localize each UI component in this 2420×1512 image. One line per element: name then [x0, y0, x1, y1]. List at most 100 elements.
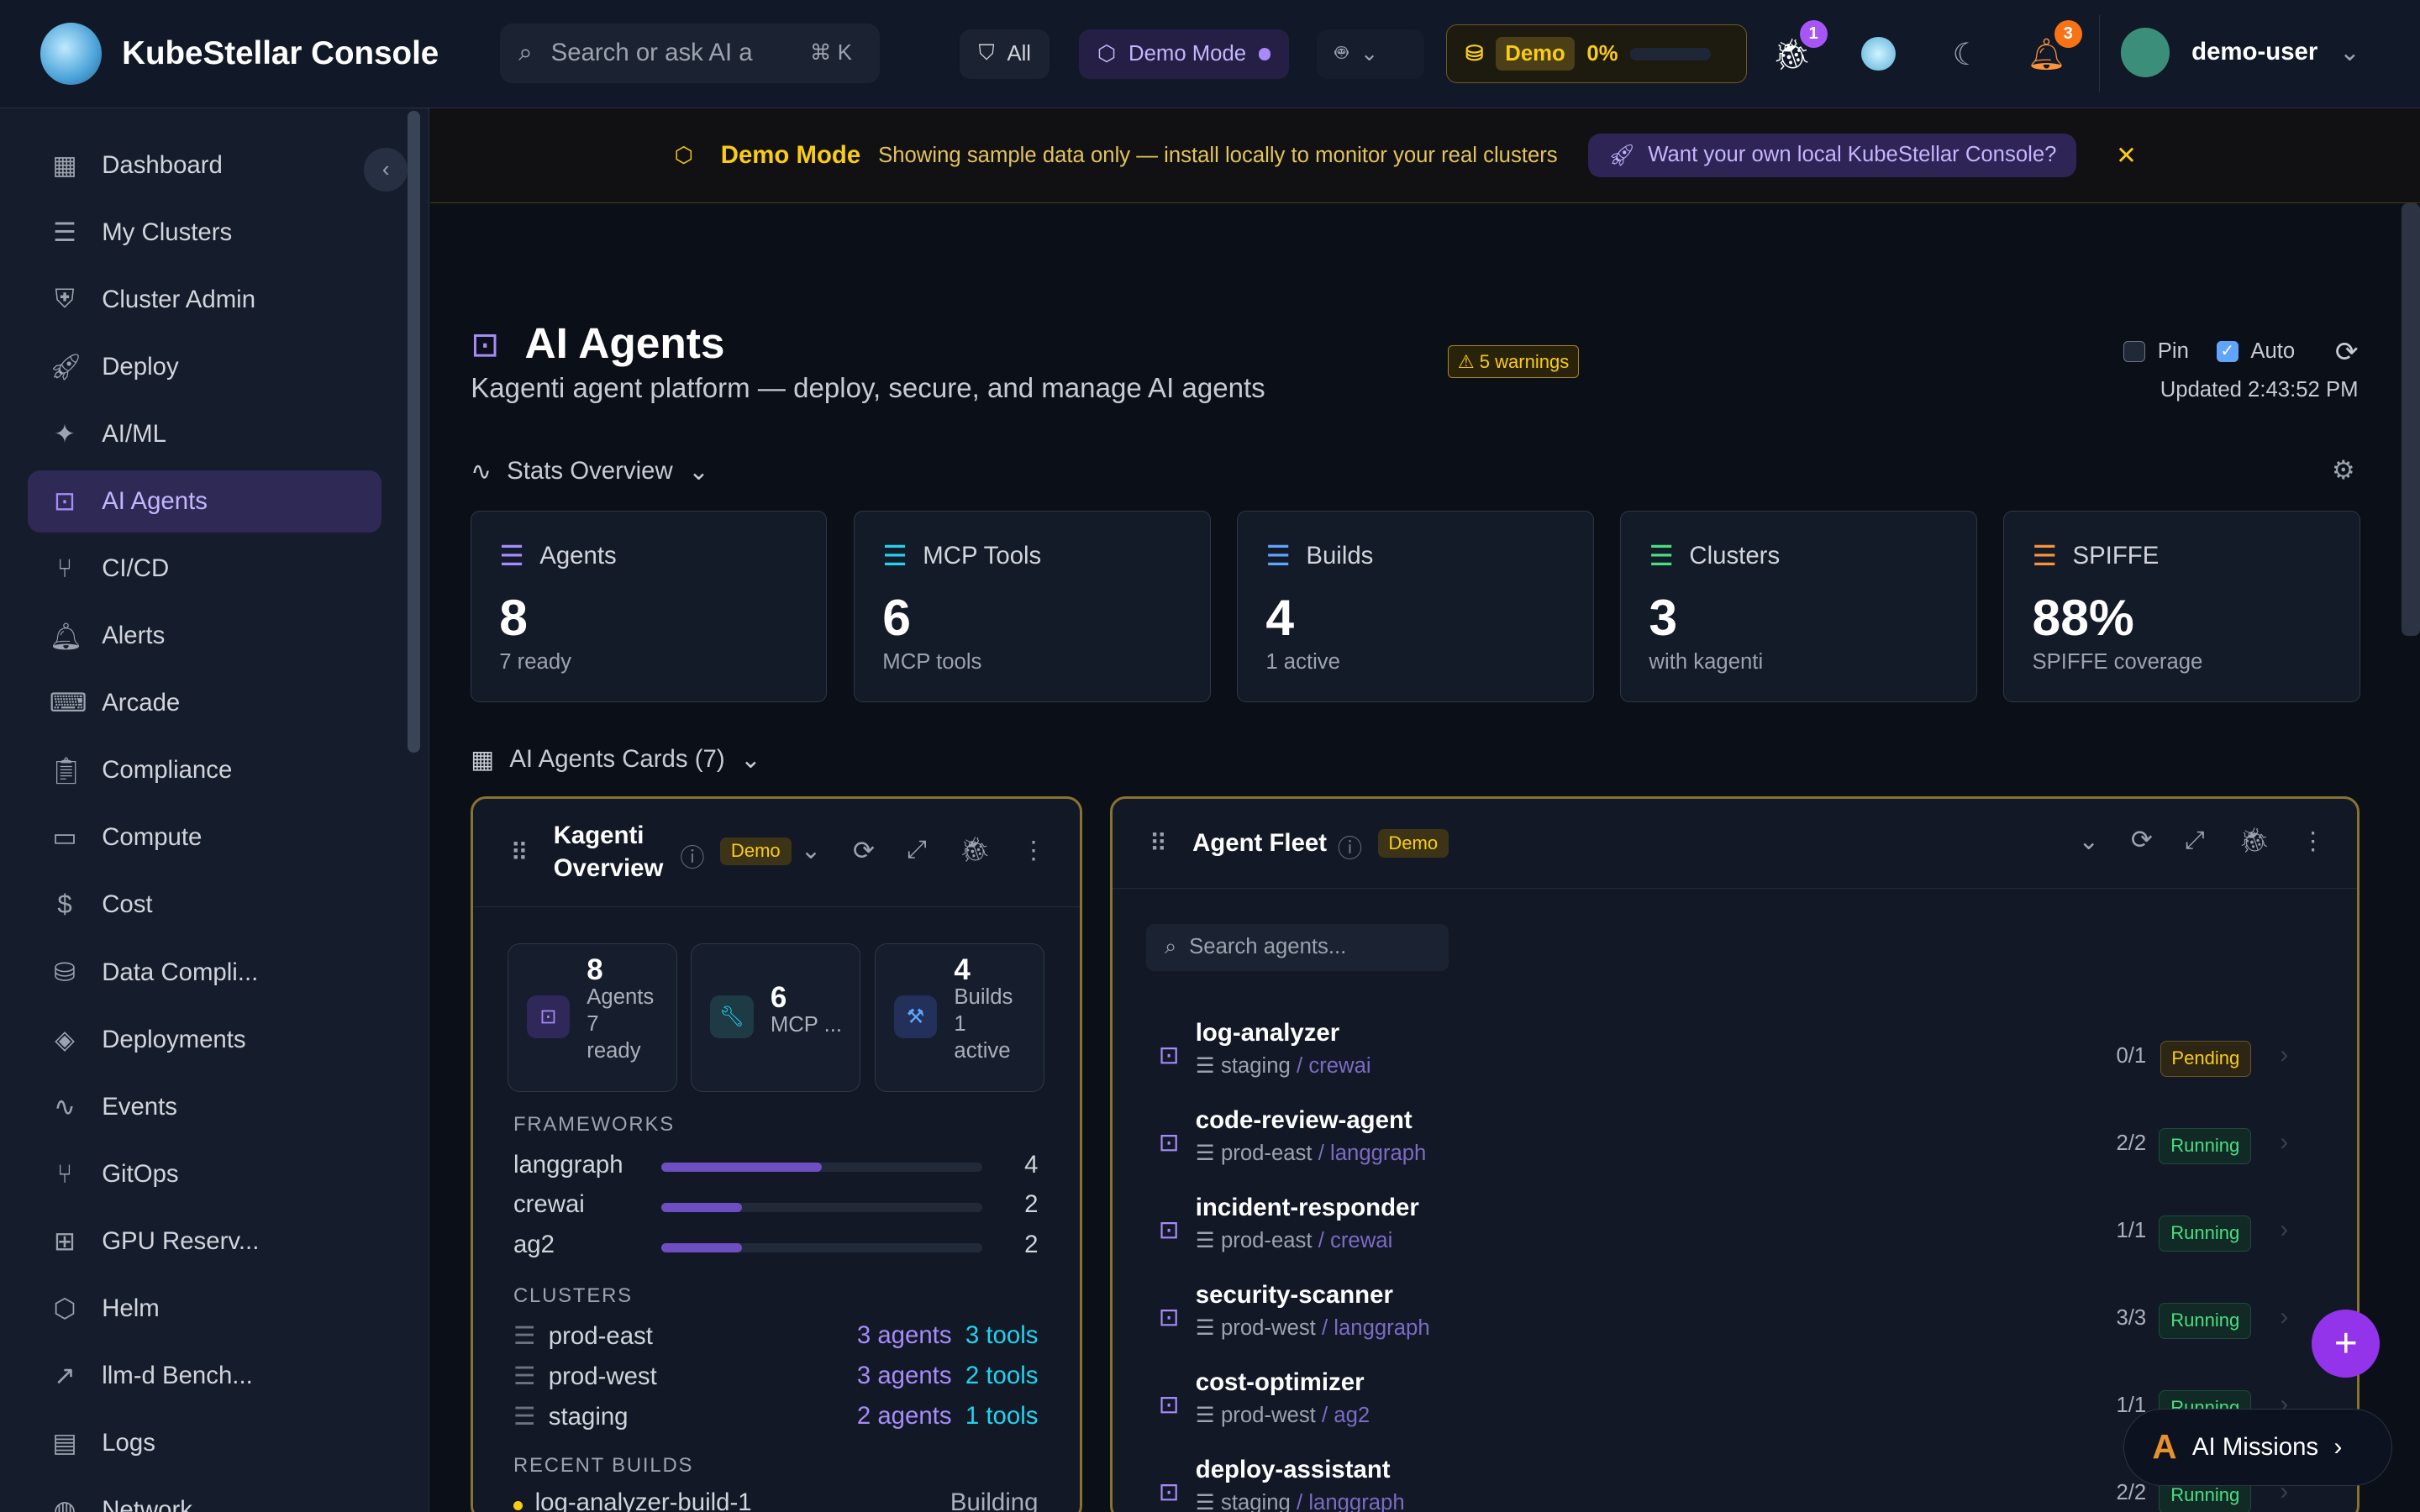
stat-sub: 7 ready — [499, 650, 571, 675]
sidebar-item-gpu-reserv[interactable]: ⊞ GPU Reserv... — [28, 1210, 381, 1272]
server-icon: ☰ — [1195, 1490, 1215, 1512]
stat-card-spiffe[interactable]: ☰ SPIFFE 88% SPIFFE coverage — [2003, 510, 2360, 702]
sidebar-item-deploy[interactable]: 🚀︎ Deploy — [28, 336, 381, 397]
sidebar-item-label: Data Compli... — [102, 958, 259, 986]
refresh-icon[interactable]: ⟳ — [2130, 824, 2153, 854]
sidebar-item-label: Logs — [102, 1429, 155, 1457]
warnings-badge[interactable]: ⚠ 5 warnings — [1447, 345, 1580, 379]
agent-row[interactable]: ⊡ code-review-agent ☰ prod-east / langgrap… — [1158, 1106, 2289, 1165]
bug-icon[interactable]: 🐞︎ — [2238, 826, 2270, 854]
cluster-filter-button[interactable]: ⛉ All — [960, 29, 1050, 79]
bug-report-button[interactable]: 🐞︎ 1 — [1769, 19, 1828, 77]
sidebar-item-label: Compute — [102, 823, 203, 852]
stat-card-clusters[interactable]: ☰ Clusters 3 with kagenti — [1620, 510, 1977, 702]
settings-icon[interactable]: ⚙ — [2331, 454, 2355, 485]
stat-card-agents[interactable]: ☰ Agents 8 7 ready — [471, 510, 828, 702]
sidebar-item-cluster-admin[interactable]: ⛨ Cluster Admin — [28, 269, 381, 330]
sidebar-item-ai-agents[interactable]: ⊡ AI Agents — [28, 470, 381, 533]
stats-overview-toggle[interactable]: ∿ Stats Overview ⌄ — [471, 457, 709, 486]
chevron-down-icon[interactable]: ⌄ — [2078, 827, 2100, 855]
sidebar-item-cost[interactable]: $ Cost — [28, 874, 381, 936]
chevron-down-icon[interactable]: ⌄ — [800, 836, 822, 864]
global-search[interactable]: ⌕ Search or ask AI a ⌘ K — [500, 23, 880, 84]
agent-row[interactable]: ⊡ deploy-assistant ☰ staging / langgraph 2/… — [1146, 1456, 2334, 1512]
pin-checkbox[interactable] — [2123, 340, 2146, 363]
agent-cluster: prod-east — [1220, 1228, 1313, 1252]
avatar — [2120, 28, 2170, 77]
collapse-sidebar-button[interactable]: ‹ — [364, 148, 408, 192]
sidebar-item-llm-d-bench[interactable]: ↗ llm-d Bench... — [28, 1345, 381, 1406]
sidebar-item-gitops[interactable]: ⑂ GitOps — [28, 1143, 381, 1205]
updated-timestamp: Updated 2:43:52 PM — [2160, 377, 2359, 402]
sidebar-item-data-compli[interactable]: ⛁ Data Compli... — [28, 942, 381, 1003]
install-cta-button[interactable]: 🚀︎ Want your own local KubeStellar Consol… — [1587, 133, 2077, 178]
agent-row[interactable]: ⊡ log-analyzer ☰ staging / crewai 0/1 Pendin… — [1158, 1019, 2289, 1078]
token-usage-widget[interactable]: ⛁ Demo 0% — [1446, 24, 1748, 84]
refresh-icon[interactable]: ⟳ — [2334, 336, 2359, 368]
info-icon[interactable]: ⓘ — [1337, 835, 1363, 864]
agent-selector[interactable]: 🤖︎ ⌄ — [1316, 29, 1425, 79]
agent-search-input[interactable]: ⌕ Search agents... — [1146, 923, 1449, 972]
sidebar-item-helm[interactable]: ⬡ Helm — [28, 1278, 381, 1339]
agent-row[interactable]: ⊡ incident-responder ☰ prod-east / crewai 1… — [1158, 1194, 2289, 1252]
refresh-icon[interactable]: ⟳ — [853, 835, 876, 865]
sidebar-item-ai-ml[interactable]: ✦ AI/ML — [28, 403, 381, 465]
sidebar-scrollbar[interactable] — [407, 111, 420, 753]
cluster-row: ☰ prod-west 3 agents 2 tools — [513, 1362, 1038, 1395]
ai-missions-button[interactable]: A AI Missions › — [2123, 1408, 2392, 1486]
sidebar-item-events[interactable]: ∿ Events — [28, 1076, 381, 1137]
theme-toggle-button[interactable]: ☾ — [1943, 31, 1989, 77]
add-button[interactable]: + — [2312, 1310, 2381, 1378]
sidebar-item-network[interactable]: ◍ Network — [28, 1479, 381, 1512]
bug-icon[interactable]: 🐞︎ — [959, 835, 992, 864]
cards-section-toggle[interactable]: ▦ AI Agents Cards (7) ⌄ — [471, 745, 760, 774]
auto-checkbox[interactable]: ✓ — [2216, 340, 2238, 363]
drag-handle-icon[interactable]: ⠿ — [1149, 830, 1168, 858]
build-row[interactable]: log-analyzer-build-1 Building — [513, 1488, 1038, 1512]
sidebar-item-ci-cd[interactable]: ⑂ CI/CD — [28, 538, 381, 599]
search-input[interactable]: Search or ask AI a — [550, 39, 753, 67]
more-menu-icon[interactable]: ⋮ — [2300, 827, 2326, 855]
expand-icon[interactable]: ⤢ — [907, 835, 927, 864]
expand-icon[interactable]: ⤢ — [2185, 826, 2205, 854]
chevron-right-icon: › — [2280, 1128, 2289, 1157]
framework-row: langgraph 4 — [513, 1151, 1038, 1184]
sidebar-item-compute[interactable]: ▭ Compute — [28, 807, 381, 869]
info-icon[interactable]: ⓘ — [680, 844, 705, 873]
stat-label: Agents — [539, 541, 617, 570]
sidebar-item-dashboard[interactable]: ▦ Dashboard — [28, 134, 381, 196]
clusters-heading: CLUSTERS — [513, 1284, 633, 1308]
cube-icon: ⬡ — [674, 144, 694, 167]
kubestellar-logo[interactable] — [39, 23, 103, 85]
stat-card-builds[interactable]: ☰ Builds 4 1 active — [1237, 510, 1594, 702]
sidebar-item-deployments[interactable]: ◈ Deployments — [28, 1009, 381, 1070]
sidebar-item-my-clusters[interactable]: ☰ My Clusters — [28, 202, 381, 263]
sidebar-item-alerts[interactable]: 🔔︎ Alerts — [28, 605, 381, 666]
notifications-button[interactable]: 🔔︎ 3 — [2023, 19, 2082, 77]
drag-handle-icon[interactable]: ⠿ — [510, 839, 529, 868]
server-icon: ☰ — [513, 1322, 536, 1351]
agent-row[interactable]: ⊡ cost-optimizer ☰ prod-west / ag2 1/1 Runni… — [1158, 1368, 2289, 1427]
user-menu[interactable]: demo-user ⌄ — [2120, 28, 2360, 77]
overview-mini-stat: ⚒ 4 Builds 1 active — [874, 943, 1044, 1092]
bot-icon: ⊡ — [1158, 1129, 1180, 1158]
mini-label: ready — [587, 1039, 641, 1063]
sidebar-item-compliance[interactable]: 📋︎ Compliance — [28, 740, 381, 801]
stat-card-mcp-tools[interactable]: ☰ MCP Tools 6 MCP tools — [854, 510, 1211, 702]
agent-ready-count: 1/1 — [2116, 1393, 2147, 1417]
token-demo-label: Demo — [1496, 37, 1575, 71]
main-scrollbar[interactable] — [2401, 203, 2420, 636]
demo-mode-button[interactable]: ⬡ Demo Mode — [1078, 29, 1290, 79]
sidebar-item-arcade[interactable]: ⌨ Arcade — [28, 672, 381, 733]
stat-label: Clusters — [1689, 541, 1781, 570]
rocket-icon: 🚀︎ — [1607, 144, 1636, 167]
main-content: ⊡ AI Agents Kagenti agent platform — dep… — [430, 203, 2420, 1512]
stat-label: SPIFFE — [2072, 541, 2160, 570]
kubestellar-button[interactable] — [1855, 31, 1902, 77]
agent-cluster: prod-west — [1220, 1403, 1316, 1427]
close-icon[interactable]: ✕ — [2116, 141, 2137, 170]
agent-row[interactable]: ⊡ security-scanner ☰ prod-west / langgraph… — [1158, 1281, 2289, 1340]
sidebar-item-logs[interactable]: ▤ Logs — [28, 1412, 381, 1473]
more-menu-icon[interactable]: ⋮ — [1021, 836, 1046, 864]
cluster-tools: 1 tools — [965, 1401, 1039, 1430]
